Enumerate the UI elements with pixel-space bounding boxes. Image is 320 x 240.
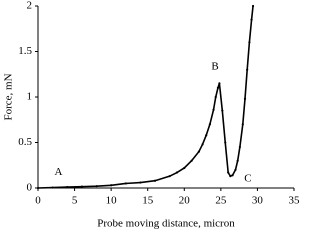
data-point (36, 186, 40, 190)
data-point (110, 184, 113, 187)
annotation: B (211, 61, 218, 73)
data-point (197, 150, 201, 153)
y-tick-label: 1 (27, 91, 33, 103)
data-point (250, 18, 253, 21)
x-tick-label: 20 (179, 195, 191, 207)
data-point (66, 185, 69, 189)
data-point (80, 185, 83, 188)
data-point (218, 82, 221, 85)
x-tick-label: 30 (252, 195, 264, 207)
x-tick-label: 15 (142, 195, 154, 207)
y-axis-label: Force, mN (3, 73, 15, 120)
data-point (231, 174, 234, 177)
x-tick-label: 5 (72, 195, 78, 207)
data-point (175, 171, 179, 174)
x-axis-label: Probe moving distance, micron (97, 218, 235, 230)
data-point (246, 68, 249, 71)
data-line (37, 5, 254, 189)
data-point (241, 123, 244, 126)
x-tick-label: 10 (106, 195, 118, 207)
data-point (208, 123, 211, 126)
data-point (51, 186, 54, 189)
data-point (183, 166, 186, 170)
data-point (236, 159, 239, 162)
chart: Probe moving distance, micron Force, mN … (3, 0, 300, 230)
annotation: A (55, 166, 63, 178)
data-point (227, 171, 230, 174)
data-point (224, 141, 227, 144)
x-tick-label: 25 (215, 195, 227, 207)
x-tick-label: 0 (35, 195, 41, 207)
data-point (201, 143, 204, 146)
data-point (221, 109, 224, 112)
data-point (205, 134, 208, 137)
data-point (248, 41, 251, 44)
data-point (238, 145, 241, 149)
data-point (251, 4, 255, 8)
data-point (190, 159, 193, 162)
data-point (168, 175, 171, 178)
y-tick-label: 1.5 (18, 45, 32, 57)
data-point (212, 108, 215, 111)
data-point (153, 179, 157, 182)
data-point (214, 95, 217, 99)
y-tick-label: 0 (27, 182, 33, 194)
data-point (124, 182, 127, 185)
y-tick-label: 0.5 (18, 136, 32, 148)
x-tick-label: 35 (289, 195, 300, 207)
data-point (243, 97, 247, 100)
data-point (139, 181, 142, 184)
data-point (216, 86, 220, 89)
data-point (234, 168, 237, 171)
y-tick-label: 2 (27, 0, 33, 12)
annotation: C (244, 172, 251, 184)
data-point (95, 185, 98, 188)
data-point (229, 175, 232, 178)
